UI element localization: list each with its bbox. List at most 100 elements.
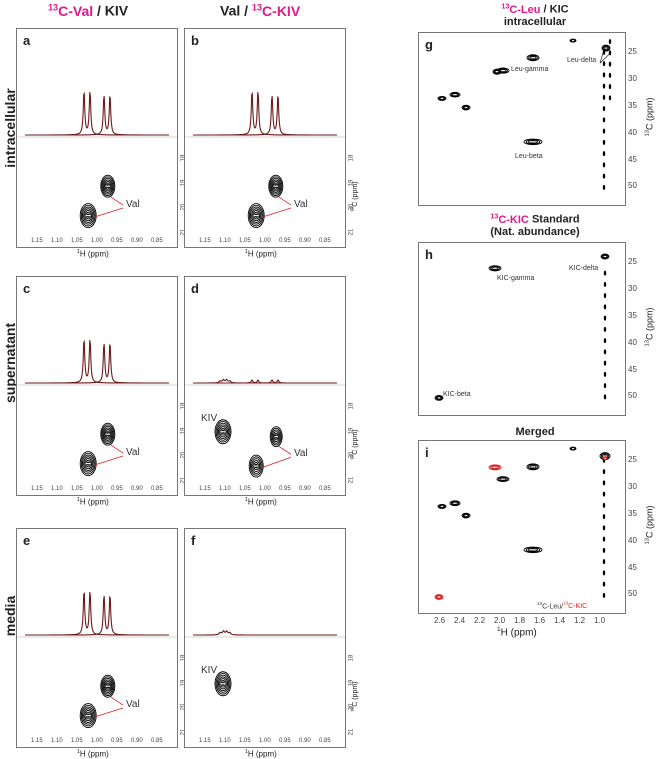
x-tick-label: 0.95	[111, 738, 123, 744]
x-tick-label: 0.95	[111, 486, 123, 492]
label-kic-gamma: KIC-gamma	[497, 275, 535, 282]
panel-d-spectrum	[185, 378, 345, 478]
val-doublet-2	[25, 595, 169, 636]
peak-leu-gamma	[526, 463, 540, 471]
x-tick-label: 0.90	[131, 238, 143, 244]
panel-f: f KIV 1.15 1.10 1.05 1.00 0.95 0.90 0.85 18 19 20 21…	[184, 528, 359, 759]
column-title-13c-kiv: Val / 13C-KIV	[220, 2, 301, 19]
methyl-streak	[602, 49, 606, 190]
x-tick-label: 1.4	[554, 616, 566, 625]
x-tick-label: 1.10	[51, 486, 63, 492]
y-tick-label: 35	[628, 508, 637, 518]
x-tick-label: 2.6	[434, 616, 446, 625]
label-val: Val	[294, 448, 308, 460]
y-tick-label: 40	[628, 535, 637, 545]
val-doublet-2	[25, 95, 169, 136]
peak-i-gamma-a	[496, 476, 510, 482]
panel-c-spectrum	[17, 339, 177, 477]
x-tick-label: 1.15	[31, 738, 43, 744]
y-tick-label: 45	[628, 562, 637, 572]
x-tick-label: 1.10	[219, 738, 231, 744]
x-tick-label: 0.90	[131, 486, 143, 492]
x-tick-label: 1.00	[259, 738, 271, 744]
x-tick-label: 0.85	[151, 738, 163, 744]
panel-h-title: 13C-KIC Standard (Nat. abundance)	[490, 212, 580, 238]
x-tick-label: 1.10	[51, 738, 63, 744]
y-axis-label: 13C (ppm)	[349, 429, 359, 460]
x-tick-label: 0.95	[279, 738, 291, 744]
panel-b-spectrum	[185, 91, 345, 229]
y-axis-label: 13C (ppm)	[349, 181, 359, 212]
y-tick-label: 18	[348, 402, 355, 410]
x-tick-label: 1.00	[91, 486, 103, 492]
panel-letter-i: i	[425, 445, 429, 460]
panel-e-spectrum	[17, 591, 177, 729]
y-tick-label: 30	[628, 74, 637, 84]
y-axis-label: 13C (ppm)	[644, 97, 655, 137]
peak-kic-gamma	[488, 265, 502, 272]
peak-g-2	[437, 96, 447, 101]
panel-i: i 13C-Leu/13C-KIC	[418, 440, 626, 614]
x-tick-label: 0.85	[319, 486, 331, 492]
label-kic-beta: KIC-beta	[443, 391, 471, 398]
x-tick-label: 1.05	[71, 738, 83, 744]
x-tick-label: 0.85	[319, 738, 331, 744]
x-tick-label: 1.15	[199, 238, 211, 244]
x-tick-label: 1.00	[91, 238, 103, 244]
x-tick-label: 0.85	[151, 486, 163, 492]
y-tick-label: 50	[628, 589, 637, 599]
peak-i-2	[437, 504, 447, 509]
val-contour-upper	[100, 422, 116, 446]
val-contour-upper	[268, 174, 284, 198]
kiv-contour	[214, 671, 232, 697]
merged-legend: 13C-Leu/13C-KIC	[537, 601, 588, 611]
x-tick-label: 1.00	[259, 486, 271, 492]
y-axis-label: 13C (ppm)	[349, 681, 359, 712]
panel-a-spectrum	[17, 91, 177, 229]
y-tick-label: 30	[628, 284, 637, 294]
y-axis-label: 13C (ppm)	[644, 505, 655, 545]
x-tick-label: 1.05	[71, 486, 83, 492]
x-axis-label: 1H (ppm)	[245, 749, 277, 759]
x-tick-label: 0.95	[111, 238, 123, 244]
panel-i-title: Merged	[515, 426, 555, 438]
panel-letter-h: h	[425, 247, 433, 262]
kiv-multiplet	[193, 629, 337, 636]
x-tick-label: 1.10	[219, 486, 231, 492]
x-tick-label: 0.95	[279, 238, 291, 244]
panel-e: eVal1.151.101.051.000.950.900.8518192021…	[16, 528, 186, 759]
methyl-streak	[602, 457, 606, 598]
y-tick-label: 18	[348, 154, 355, 162]
panel-letter-g: g	[425, 37, 433, 52]
val-contour-lower	[247, 203, 265, 229]
peak-g-top	[569, 38, 577, 43]
x-tick-label: 1.10	[219, 238, 231, 244]
panel-f-spectrum	[185, 629, 345, 697]
x-axis-label: 1H (ppm)	[245, 249, 277, 259]
panel-d: d Val KIV 1.15 1.10 1.05 1.00 0.95 0.90 0.85 18 19 2…	[184, 276, 359, 507]
x-tick-label: 1.00	[259, 238, 271, 244]
x-tick-label: 1.15	[31, 238, 43, 244]
val-contour-lower	[79, 451, 97, 477]
x-tick-label: 0.95	[279, 486, 291, 492]
panel-letter-e: e	[23, 533, 31, 548]
x-tick-label: 1.05	[71, 238, 83, 244]
y-tick-label: 50	[628, 181, 637, 191]
x-tick-label: 1.10	[51, 238, 63, 244]
panel-letter-c: c	[23, 281, 31, 296]
y-tick-label: 30	[628, 482, 637, 492]
val-doublet-1	[25, 339, 169, 384]
panel-b: b Val 1.15 1.10 1.05 1.00 0.95 0.90 0.85 18 19 20 21…	[184, 28, 359, 259]
x-tick-label: 1.15	[31, 486, 43, 492]
y-axis-label: 13C (ppm)	[644, 307, 655, 347]
panel-h: h KIC-gamma KIC-delta KIC-beta	[418, 242, 626, 416]
label-kiv: KIV	[201, 665, 218, 677]
peak-kic-beta-red	[434, 594, 444, 600]
val-doublet-1	[193, 91, 337, 136]
y-tick-label: 25	[628, 47, 637, 57]
y-tick-label: 21	[348, 228, 355, 236]
x-tick-label: 1.2	[574, 616, 586, 625]
y-tick-label: 25	[628, 455, 637, 465]
val-doublet-2	[193, 379, 337, 384]
x-axis-label: 1H (ppm)	[77, 249, 109, 259]
